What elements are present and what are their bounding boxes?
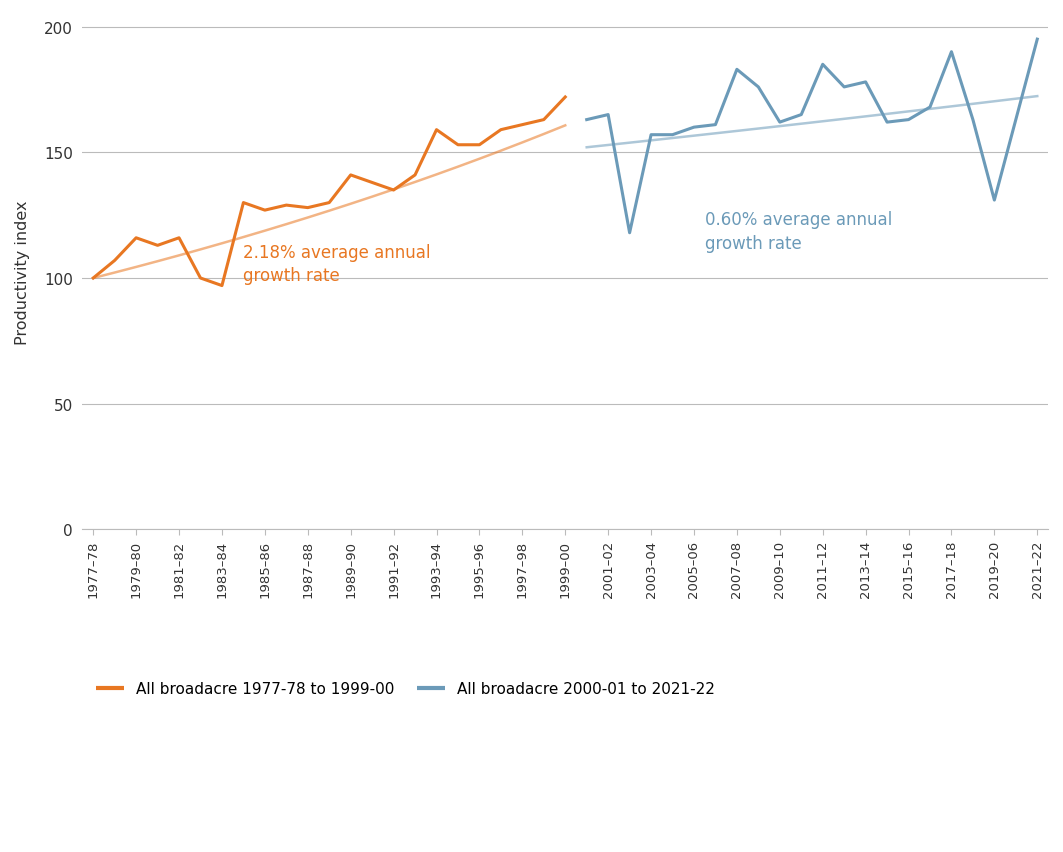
Legend: All broadacre 1977-78 to 1999-00, All broadacre 2000-01 to 2021-22: All broadacre 1977-78 to 1999-00, All br… [90,676,721,702]
Text: 0.60% average annual
growth rate: 0.60% average annual growth rate [705,211,892,252]
Text: 2.18% average annual
growth rate: 2.18% average annual growth rate [243,244,431,285]
Y-axis label: Productivity index: Productivity index [15,200,30,344]
